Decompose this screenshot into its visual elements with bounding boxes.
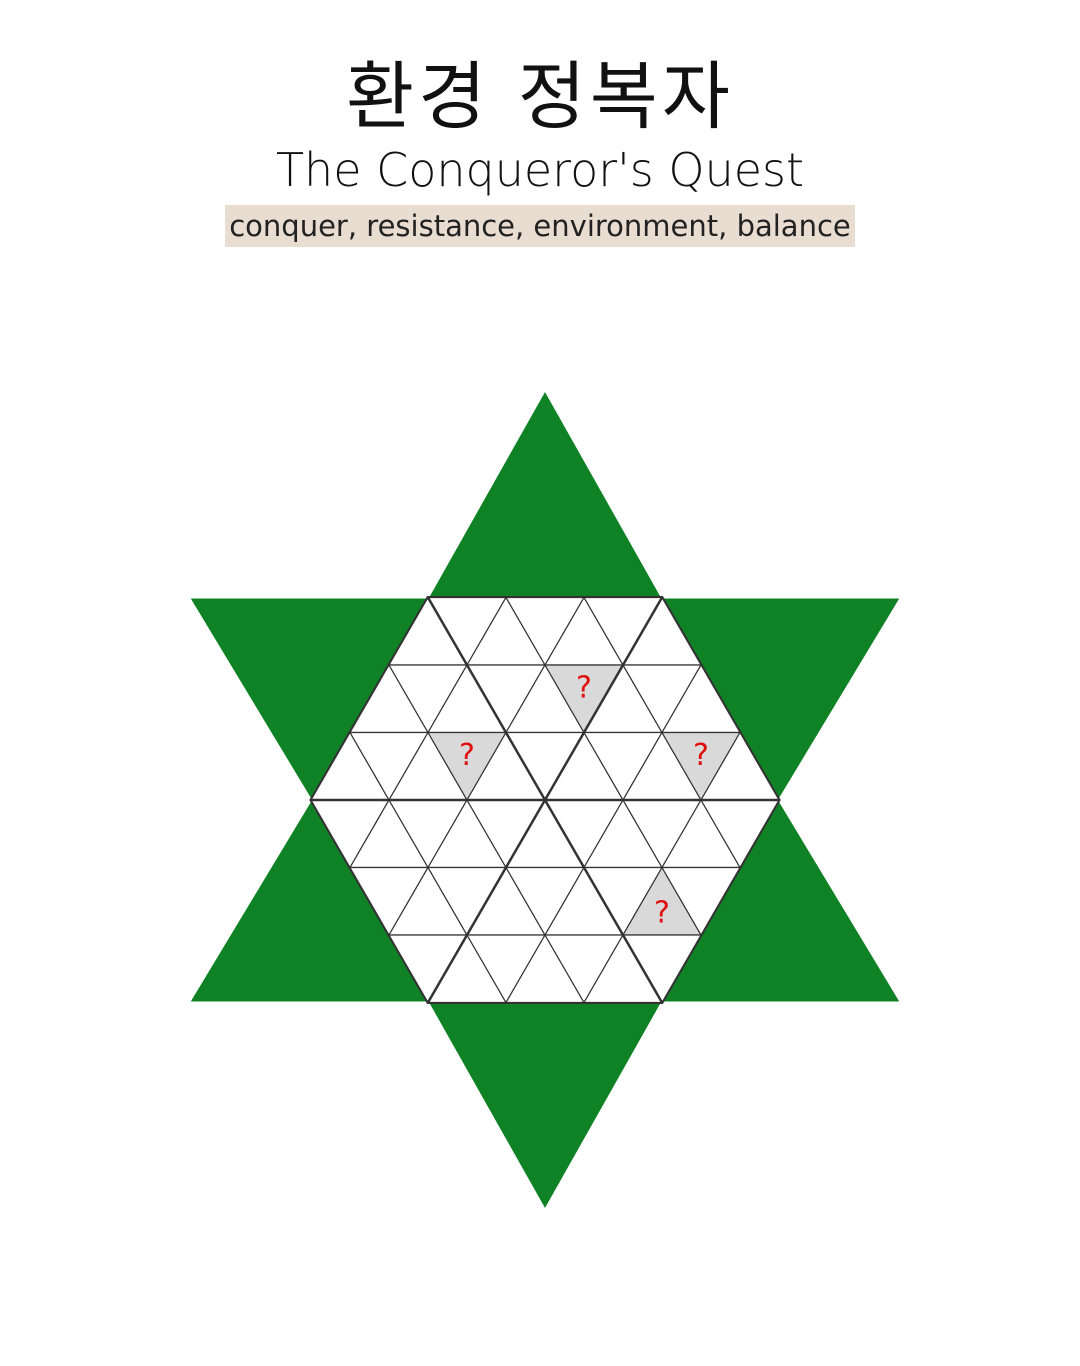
star-point-top — [426, 387, 664, 599]
board-cell[interactable] — [660, 866, 742, 937]
star-points — [187, 387, 903, 1213]
keywords-banner: conquer, resistance, environment, balanc… — [0, 205, 1080, 247]
hint-marks: ???? — [459, 671, 709, 931]
question-mark-icon: ? — [654, 896, 670, 931]
star-point-bottom — [426, 1001, 664, 1213]
question-mark-icon: ? — [693, 738, 709, 773]
question-mark-icon: ? — [576, 671, 592, 706]
divider-diagonal-b — [426, 596, 664, 1004]
hex-grid — [309, 596, 781, 1004]
question-mark-icon: ? — [459, 738, 475, 773]
title-korean: 환경 정복자 — [346, 54, 734, 140]
keywords-text: conquer, resistance, environment, balanc… — [225, 205, 855, 247]
title-english: The Conqueror's Quest — [275, 143, 805, 197]
